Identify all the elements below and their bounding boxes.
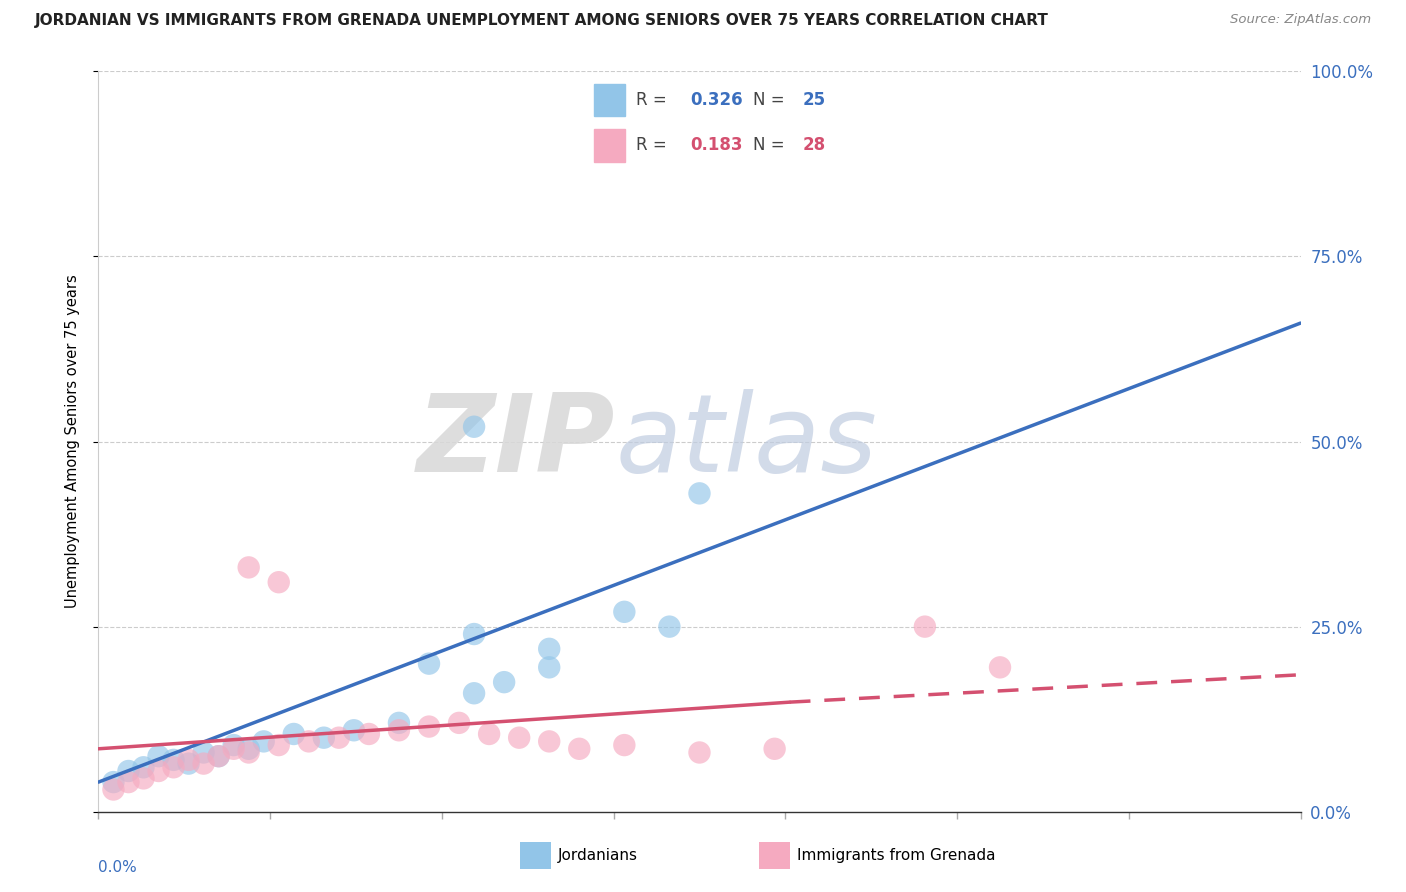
Point xyxy=(117,764,139,778)
Text: R =: R = xyxy=(636,91,672,109)
Point xyxy=(312,731,335,745)
Point xyxy=(132,760,155,774)
Point xyxy=(689,486,711,500)
Point xyxy=(613,605,636,619)
Point xyxy=(103,775,125,789)
Point xyxy=(388,723,411,738)
Point xyxy=(148,749,170,764)
Point xyxy=(343,723,366,738)
Point xyxy=(508,731,530,745)
Text: Jordanians: Jordanians xyxy=(558,848,638,863)
Point xyxy=(177,753,200,767)
Point xyxy=(463,686,485,700)
Point xyxy=(222,738,245,752)
Point xyxy=(283,727,305,741)
Point xyxy=(177,756,200,771)
Point xyxy=(267,575,290,590)
Point xyxy=(117,775,139,789)
Point xyxy=(132,772,155,786)
Text: JORDANIAN VS IMMIGRANTS FROM GRENADA UNEMPLOYMENT AMONG SENIORS OVER 75 YEARS CO: JORDANIAN VS IMMIGRANTS FROM GRENADA UNE… xyxy=(35,13,1049,29)
Point xyxy=(418,720,440,734)
Point xyxy=(658,619,681,633)
Text: R =: R = xyxy=(636,136,672,154)
Point xyxy=(253,734,276,748)
Point xyxy=(418,657,440,671)
Y-axis label: Unemployment Among Seniors over 75 years: Unemployment Among Seniors over 75 years xyxy=(65,275,80,608)
Text: 28: 28 xyxy=(803,136,825,154)
Point xyxy=(193,746,215,760)
Point xyxy=(208,749,231,764)
Text: atlas: atlas xyxy=(616,389,877,494)
Point xyxy=(478,727,501,741)
Point xyxy=(162,760,184,774)
Text: 0.0%: 0.0% xyxy=(98,860,138,875)
Point xyxy=(162,753,184,767)
Text: 25: 25 xyxy=(803,91,825,109)
Point xyxy=(238,746,260,760)
Bar xyxy=(595,128,624,161)
Text: 0.326: 0.326 xyxy=(690,91,742,109)
Point xyxy=(914,619,936,633)
Point xyxy=(238,741,260,756)
Text: Source: ZipAtlas.com: Source: ZipAtlas.com xyxy=(1230,13,1371,27)
Point xyxy=(103,782,125,797)
Point xyxy=(193,756,215,771)
Text: N =: N = xyxy=(754,91,790,109)
Bar xyxy=(595,84,624,117)
Point xyxy=(538,734,561,748)
Point xyxy=(494,675,516,690)
Point xyxy=(447,715,470,730)
Point xyxy=(463,627,485,641)
Point xyxy=(689,746,711,760)
Point xyxy=(763,741,786,756)
Point xyxy=(988,660,1011,674)
Text: N =: N = xyxy=(754,136,790,154)
Point xyxy=(388,715,411,730)
Point xyxy=(328,731,350,745)
Point xyxy=(148,764,170,778)
Text: Immigrants from Grenada: Immigrants from Grenada xyxy=(797,848,995,863)
Point xyxy=(568,741,591,756)
Point xyxy=(298,734,321,748)
Text: ZIP: ZIP xyxy=(418,389,616,494)
Point xyxy=(538,660,561,674)
Point xyxy=(222,741,245,756)
Text: 0.183: 0.183 xyxy=(690,136,742,154)
Point xyxy=(538,641,561,656)
Point xyxy=(267,738,290,752)
Point xyxy=(613,738,636,752)
Point xyxy=(208,749,231,764)
Point xyxy=(463,419,485,434)
Point xyxy=(238,560,260,574)
Point xyxy=(357,727,380,741)
